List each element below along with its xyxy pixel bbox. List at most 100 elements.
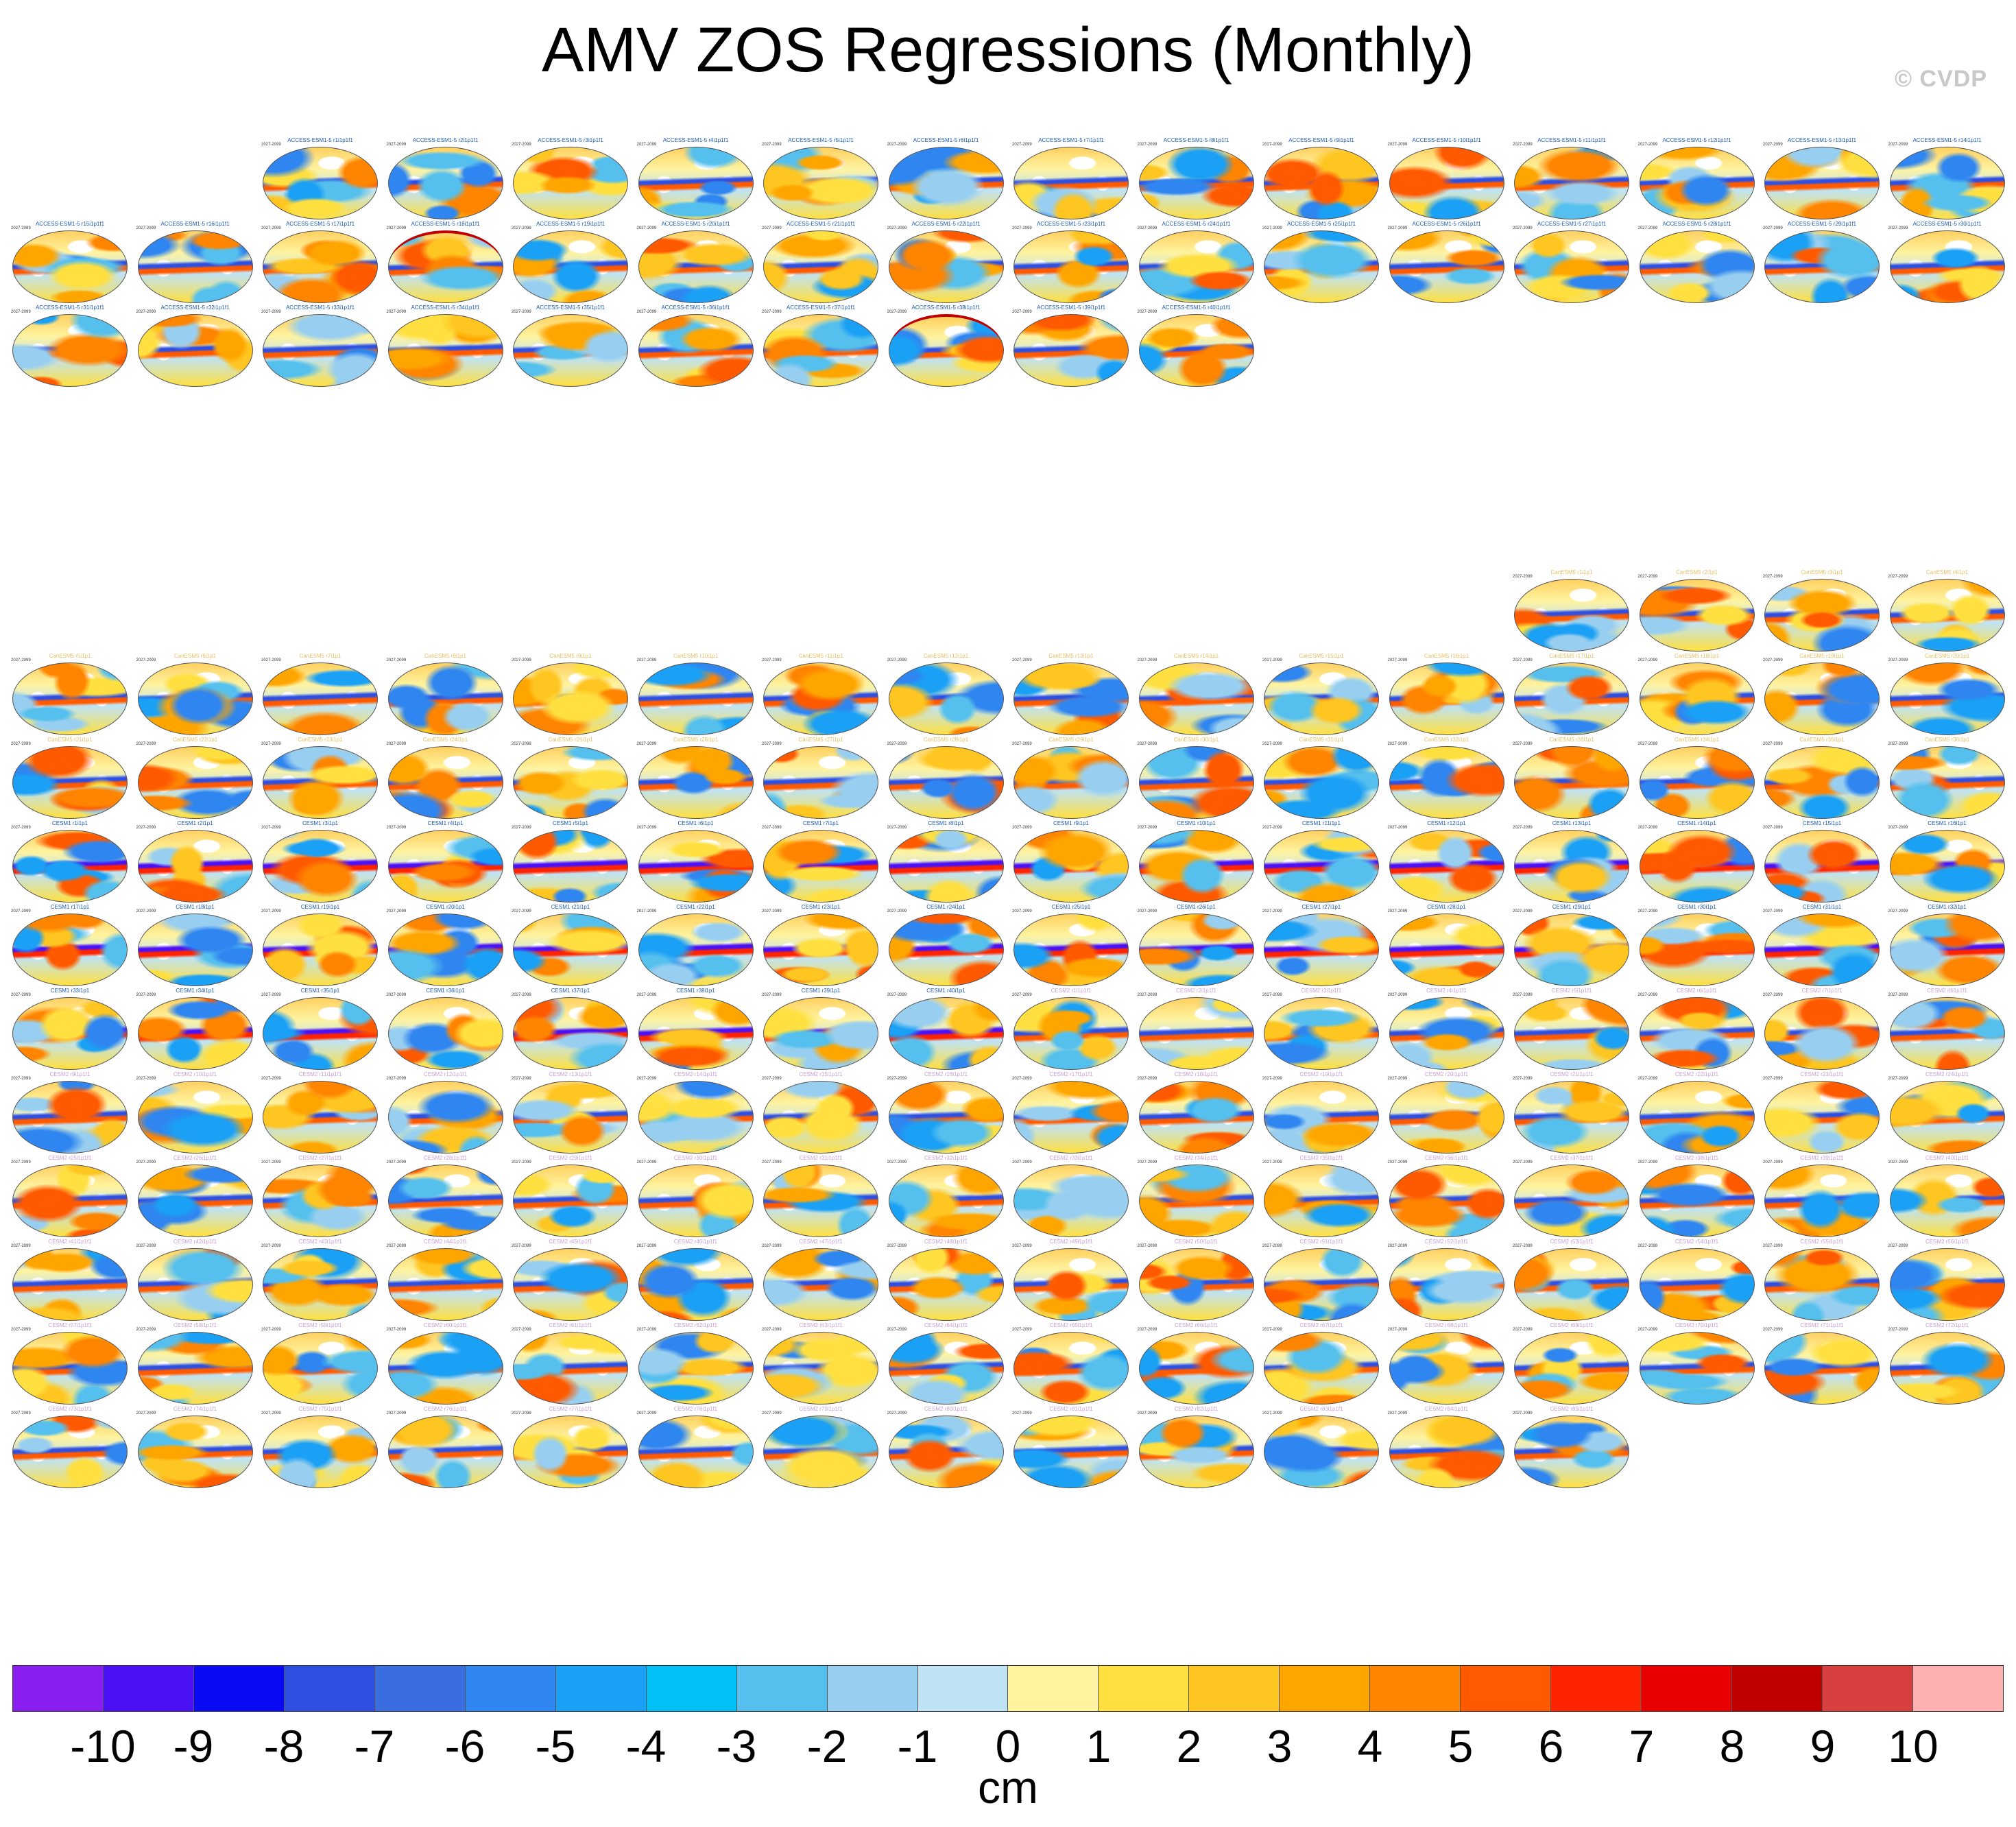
regression-map (638, 230, 754, 303)
panel-title: CESM2 r66i1p1f1 (1174, 1322, 1219, 1328)
map-panel: ACCESS-ESM1-5 r8i1p1f1 2027-2099 (1138, 137, 1256, 222)
panel-period: 2027-2099 (636, 226, 657, 230)
map-panel: ACCESS-ESM1-5 r21i1p1f1 2027-2099 (762, 221, 880, 306)
regression-map (638, 1248, 754, 1321)
panel-period: 2027-2099 (1513, 1244, 1533, 1248)
panel-period: 2027-2099 (762, 226, 782, 230)
map-panel: CESM2 r33i1p1f1 2027-2099 (1012, 1155, 1130, 1240)
map-panel: CESM2 r48i1p1f1 2027-2099 (887, 1239, 1005, 1324)
panel-title: ACCESS-ESM1-5 r24i1p1f1 (1162, 221, 1231, 227)
panel-title: CESM2 r28i1p1f1 (423, 1155, 468, 1161)
panel-title: CESM1 r37i1p1 (551, 988, 590, 994)
regression-map (12, 314, 128, 387)
regression-map (638, 746, 754, 819)
panel-title: CESM2 r82i1p1f1 (1174, 1406, 1219, 1412)
panel-title: ACCESS-ESM1-5 r7i1p1f1 (1038, 137, 1104, 143)
map-panel: CESM2 r17i1p1f1 2027-2099 (1012, 1071, 1130, 1156)
panel-title: CESM2 r39i1p1f1 (1800, 1155, 1844, 1161)
panel-period: 2027-2099 (636, 826, 657, 830)
regression-map (1138, 830, 1254, 903)
map-panel: CESM2 r72i1p1f1 2027-2099 (1888, 1322, 2006, 1407)
map-panel: CESM2 r7i1p1f1 2027-2099 (1763, 988, 1881, 1073)
map-panel: CESM2 r75i1p1f1 2027-2099 (261, 1406, 379, 1491)
map-panel: CESM1 r5i1p1 2027-2099 (512, 820, 629, 905)
regression-map (1889, 662, 2005, 735)
panel-title: CESM2 r15i1p1f1 (799, 1071, 843, 1077)
map-panel: CESM2 r65i1p1f1 2027-2099 (1012, 1322, 1130, 1407)
regression-map (1764, 1081, 1880, 1154)
panel-title: CESM2 r33i1p1f1 (1049, 1155, 1093, 1161)
panel-period: 2027-2099 (1387, 909, 1408, 914)
panel-title: ACCESS-ESM1-5 r2i1p1f1 (412, 137, 479, 143)
panel-title: CanESM5 r4i1p1 (1926, 569, 1968, 575)
map-panel: ACCESS-ESM1-5 r31i1p1f1 2027-2099 (11, 304, 129, 390)
regression-map (1764, 147, 1880, 219)
regression-map (1889, 746, 2005, 819)
regression-map (263, 662, 378, 735)
map-panel: CESM2 r44i1p1f1 2027-2099 (387, 1239, 505, 1324)
panel-title: CESM1 r22i1p1 (676, 904, 715, 910)
panel-title: ACCESS-ESM1-5 r6i1p1f1 (913, 137, 979, 143)
regression-map (137, 1248, 253, 1321)
panel-period: 2027-2099 (1137, 1244, 1157, 1248)
map-panel: CESM2 r54i1p1f1 2027-2099 (1638, 1239, 1756, 1324)
colorbar-tick-label: -10 (70, 1721, 136, 1771)
panel-title: CESM2 r43i1p1f1 (298, 1239, 342, 1245)
panel-period: 2027-2099 (1012, 1160, 1032, 1165)
colorbar-swatch (284, 1666, 375, 1711)
panel-title: ACCESS-ESM1-5 r21i1p1f1 (786, 221, 856, 227)
panel-title: CanESM5 r33i1p1 (1549, 737, 1594, 743)
panel-title: CanESM5 r3i1p1 (1801, 569, 1843, 575)
panel-period: 2027-2099 (636, 909, 657, 914)
regression-map (888, 230, 1004, 303)
map-panel: CESM1 r10i1p1 2027-2099 (1138, 820, 1256, 905)
regression-map (1764, 830, 1880, 903)
regression-map (1639, 230, 1755, 303)
colorbar-swatch (827, 1666, 918, 1711)
map-panel: CESM1 r26i1p1 2027-2099 (1138, 904, 1256, 989)
map-panel: CESM2 r61i1p1f1 2027-2099 (512, 1322, 629, 1407)
map-panel: CESM1 r23i1p1 2027-2099 (762, 904, 880, 989)
map-panel: CESM1 r31i1p1 2027-2099 (1763, 904, 1881, 989)
panel-title: CESM1 r12i1p1 (1427, 820, 1466, 826)
map-panel: CanESM5 r26i1p1 2027-2099 (637, 737, 755, 822)
regression-map (1764, 662, 1880, 735)
map-panel: CESM1 r20i1p1 2027-2099 (387, 904, 505, 989)
panel-period: 2027-2099 (1262, 909, 1282, 914)
panel-title: CESM2 r21i1p1f1 (1550, 1071, 1594, 1077)
map-panel: CESM2 r26i1p1f1 2027-2099 (136, 1155, 254, 1240)
panel-title: CESM2 r10i1p1f1 (173, 1071, 217, 1077)
regression-map (1889, 147, 2005, 219)
panel-title: CESM2 r48i1p1f1 (924, 1239, 968, 1245)
regression-map (263, 914, 378, 986)
map-panel: CESM2 r22i1p1f1 2027-2099 (1638, 1071, 1756, 1156)
regression-map (513, 314, 628, 387)
panel-period: 2027-2099 (261, 826, 281, 830)
panel-period: 2027-2099 (762, 1160, 782, 1165)
map-panel: CESM2 r45i1p1f1 2027-2099 (512, 1239, 629, 1324)
panel-title: ACCESS-ESM1-5 r5i1p1f1 (788, 137, 854, 143)
map-panel: CanESM5 r14i1p1 2027-2099 (1138, 653, 1256, 738)
cvdp-credit: © CVDP (1895, 66, 1987, 92)
panel-period: 2027-2099 (887, 742, 907, 746)
regression-map (513, 914, 628, 986)
panel-period: 2027-2099 (762, 909, 782, 914)
panel-period: 2027-2099 (762, 826, 782, 830)
regression-map (1013, 746, 1129, 819)
map-panel: CESM2 r55i1p1f1 2027-2099 (1763, 1239, 1881, 1324)
panel-title: CESM1 r11i1p1 (1302, 820, 1341, 826)
regression-map (1764, 1248, 1880, 1321)
panel-title: CESM2 r25i1p1f1 (48, 1155, 92, 1161)
panel-period: 2027-2099 (887, 993, 907, 997)
colorbar-tick-label: -8 (263, 1721, 304, 1771)
map-panel: CESM2 r46i1p1f1 2027-2099 (637, 1239, 755, 1324)
regression-map (263, 997, 378, 1070)
panel-title: ACCESS-ESM1-5 r33i1p1f1 (285, 304, 355, 311)
panel-period: 2027-2099 (1888, 658, 1908, 662)
panel-period: 2027-2099 (1513, 1328, 1533, 1332)
map-panel: CESM2 r8i1p1f1 2027-2099 (1888, 988, 2006, 1073)
map-panel: CESM2 r40i1p1f1 2027-2099 (1888, 1155, 2006, 1240)
regression-map (763, 746, 878, 819)
panel-title: CESM2 r4i1p1f1 (1426, 988, 1467, 994)
panel-title: CESM1 r27i1p1 (1301, 904, 1341, 910)
